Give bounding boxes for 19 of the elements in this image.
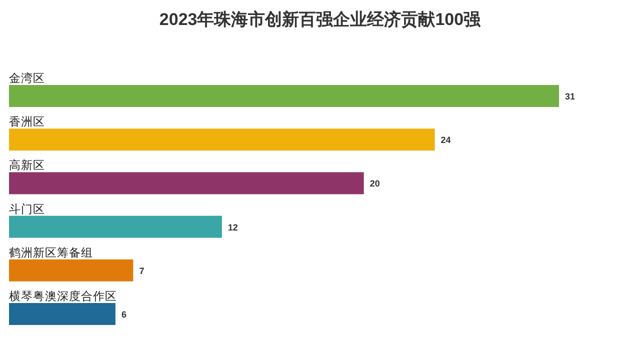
data-label: 20 xyxy=(370,178,380,189)
y-tick-label: 高新区 xyxy=(9,158,45,172)
data-label: 24 xyxy=(440,135,451,146)
y-tick-label: 香洲区 xyxy=(9,116,45,129)
data-label: 12 xyxy=(228,222,238,232)
bar xyxy=(9,259,134,282)
bar xyxy=(9,85,559,107)
data-label: 6 xyxy=(121,310,126,320)
bar xyxy=(9,216,222,238)
data-label: 31 xyxy=(565,92,576,102)
chart-title: 2023年珠海市创新百强企业经济贡献100强 xyxy=(159,10,482,29)
data-label: 7 xyxy=(139,266,144,276)
y-tick-label: 斗门区 xyxy=(9,202,45,216)
y-tick-label: 鹤洲新区筹备组 xyxy=(9,245,93,260)
bar xyxy=(9,172,364,194)
bar xyxy=(9,128,435,151)
y-tick-label: 金湾区 xyxy=(9,71,45,85)
bar xyxy=(9,303,116,325)
y-tick-label: 横琴粤澳深度合作区 xyxy=(9,289,117,303)
